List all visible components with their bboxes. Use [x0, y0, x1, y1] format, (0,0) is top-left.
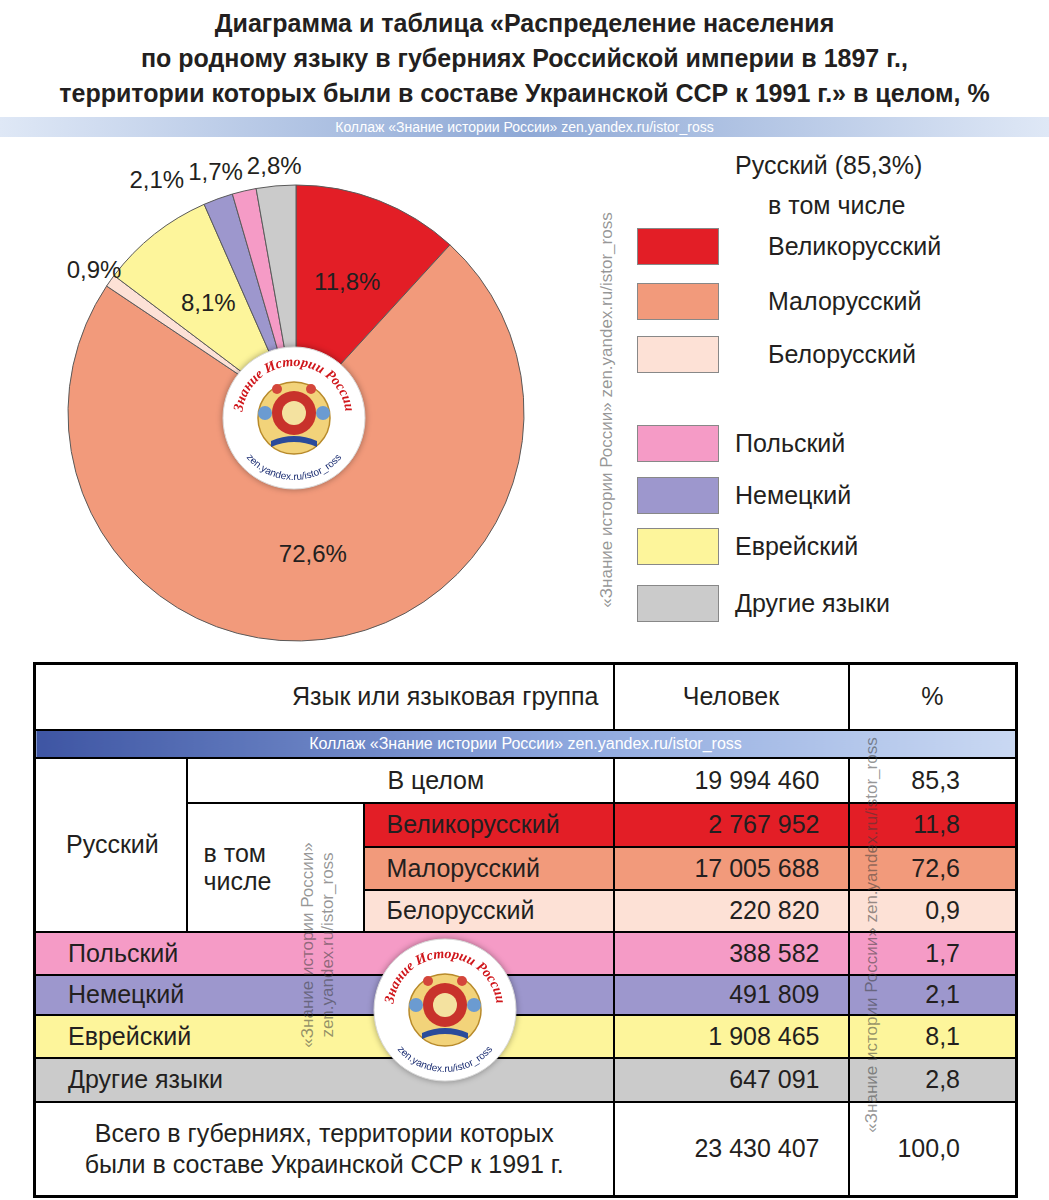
html-text:17 005 688: 17 005 688 [694, 853, 820, 882]
html-text:Другие языки: Другие языки [68, 1065, 223, 1093]
html-text:Малорусский: Малорусский [386, 853, 540, 882]
html-text:в том: в том [203, 839, 266, 867]
html-text:числе: числе [203, 867, 272, 895]
svg-text:zen.yandex.ru/istor_ross: zen.yandex.ru/istor_ross [245, 451, 344, 482]
svg-text:2,8%: 2,8% [247, 152, 302, 179]
html-text:Белорусский: Белорусский [386, 896, 535, 924]
html-text:«Знание истории России»: «Знание истории России» [298, 842, 317, 1048]
html-text:23 430 407: 23 430 407 [694, 1134, 820, 1163]
html-text:Немецкий: Немецкий [735, 481, 852, 509]
html-text:zen.yandex.ru/istor_ross: zen.yandex.ru/istor_ross [318, 852, 337, 1038]
svg-text:1,7%: 1,7% [188, 158, 243, 185]
html-text:Еврейский: Еврейский [68, 1021, 192, 1050]
html-text:в том числе: в том числе [768, 191, 906, 219]
html-text:территории которых были в сост: территории которых были в составе Украин… [59, 79, 990, 107]
svg-text:zen.yandex.ru/istor_ross: zen.yandex.ru/istor_ross [396, 1043, 495, 1074]
html-text:Польский: Польский [735, 429, 846, 457]
html-text:были в составе Украинской ССР: были в составе Украинской ССР к 1991 г. [84, 1149, 564, 1178]
html-text:1 908 465: 1 908 465 [708, 1021, 820, 1050]
html-text:Коллаж «Знание истории России»: Коллаж «Знание истории России» zen.yande… [335, 119, 714, 135]
html-text:2,8: 2,8 [925, 1065, 960, 1093]
html-text:Еврейский: Еврейский [735, 532, 859, 560]
html-text:Великорусский: Великорусский [768, 232, 942, 260]
html-text:2 767 952: 2 767 952 [708, 810, 820, 838]
html-text:Немецкий: Немецкий [68, 980, 185, 1008]
html-text:491 809: 491 809 [729, 980, 820, 1008]
html-text:«Знание истории России» zen.ya: «Знание истории России» zen.yandex.ru/is… [597, 212, 616, 608]
svg-text:11,8%: 11,8% [314, 268, 380, 295]
html-text:«Знание истории России» zen.ya: «Знание истории России» zen.yandex.ru/is… [862, 737, 881, 1133]
svg-text:Знание Истории России: Знание Истории России [230, 354, 357, 414]
html-text:Язык или языковая группа: Язык или языковая группа [292, 682, 599, 711]
html-text:647 091: 647 091 [729, 1065, 820, 1093]
html-text:Великорусский: Великорусский [386, 810, 560, 838]
html-text:Человек: Человек [682, 682, 780, 711]
svg-text:8,1%: 8,1% [181, 289, 236, 316]
html-text:Русский: Русский [66, 830, 159, 858]
html-text:Всего в губерниях, территории: Всего в губерниях, территории которых [94, 1118, 554, 1147]
html-text:Польский: Польский [68, 938, 179, 967]
html-text:2,1: 2,1 [925, 980, 960, 1008]
html-text:Малорусский: Малорусский [768, 287, 922, 315]
html-text:19 994 460: 19 994 460 [694, 765, 820, 794]
html-text:Другие языки: Другие языки [735, 589, 890, 617]
html-text:1,7: 1,7 [925, 938, 960, 967]
html-text:В целом: В целом [387, 765, 485, 794]
html-text:0,9: 0,9 [925, 896, 960, 924]
html-text:72,6: 72,6 [911, 853, 960, 882]
html-text:11,8: 11,8 [913, 810, 960, 838]
html-text:Белорусский: Белорусский [768, 340, 916, 368]
html-text:Русский (85,3%): Русский (85,3%) [735, 151, 923, 179]
html-text:8,1: 8,1 [925, 1021, 960, 1050]
html-text:100,0: 100,0 [897, 1134, 960, 1163]
html-text:по родному языку в губерниях Р: по родному языку в губерниях Российской … [141, 44, 908, 72]
svg-text:0,9%: 0,9% [67, 256, 122, 283]
html-text:Диаграмма и таблица «Распредел: Диаграмма и таблица «Распределение насел… [214, 9, 835, 37]
svg-text:Знание Истории России: Знание Истории России [381, 946, 508, 1006]
html-text:220 820: 220 820 [729, 896, 820, 924]
html-text:Коллаж «Знание истории России»: Коллаж «Знание истории России» zen.yande… [309, 734, 742, 752]
html-text:85,3: 85,3 [911, 765, 960, 794]
svg-text:72,6%: 72,6% [279, 540, 347, 567]
html-text:388 582: 388 582 [729, 938, 820, 967]
svg-text:2,1%: 2,1% [129, 166, 184, 193]
